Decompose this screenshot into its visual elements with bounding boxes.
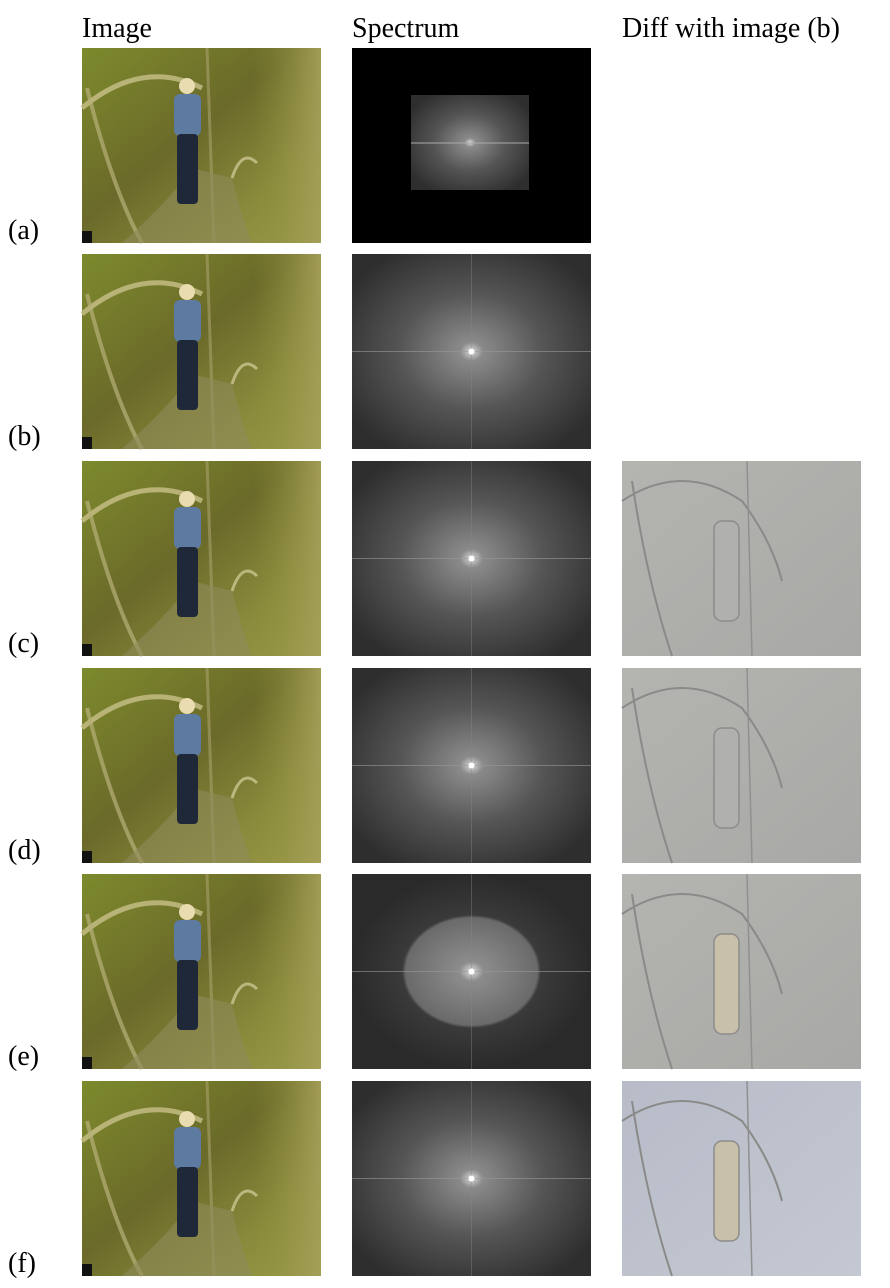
corner (82, 1057, 92, 1069)
diff-figure (714, 934, 739, 1034)
spectrum (352, 668, 591, 863)
row-label: (e) (8, 1041, 39, 1072)
corner (82, 1264, 92, 1276)
person-body (174, 300, 201, 342)
corner (82, 231, 92, 243)
column-header: Image (82, 13, 152, 44)
person-body (174, 94, 201, 136)
person-body (174, 920, 201, 962)
spectrum-peak (469, 763, 475, 769)
diff-figure (714, 728, 739, 828)
figure: Image Spectrum Diff with image (b) (a) (b… (0, 0, 890, 1288)
photo (82, 461, 321, 656)
diff-figure (714, 1141, 739, 1241)
diff (622, 668, 861, 863)
row-label: (d) (8, 835, 41, 866)
row-label: (a) (8, 215, 39, 246)
photo (82, 668, 321, 863)
spectrum-peak (469, 556, 475, 562)
spectrum (352, 48, 591, 243)
corner (82, 437, 92, 449)
tree-trunk (252, 254, 321, 449)
person-head (179, 78, 195, 94)
person-body (174, 507, 201, 549)
tree-trunk (252, 461, 321, 656)
person-body (174, 1127, 201, 1169)
person-head (179, 491, 195, 507)
row-label: (b) (8, 421, 41, 452)
person-head (179, 1111, 195, 1127)
spectrum (352, 874, 591, 1069)
diff (622, 461, 861, 656)
photo (82, 1081, 321, 1276)
spectrum-peak (469, 1176, 475, 1182)
person-legs (177, 547, 198, 617)
spectrum (352, 254, 591, 449)
row-label: (f) (8, 1248, 36, 1279)
column-header: Diff with image (b) (622, 13, 840, 44)
person-legs (177, 754, 198, 824)
diff (622, 874, 861, 1069)
photo (82, 874, 321, 1069)
person-body (174, 714, 201, 756)
tree-trunk (252, 1081, 321, 1276)
diff-field (622, 874, 861, 1069)
tree-trunk (252, 668, 321, 863)
diff (622, 1081, 861, 1276)
diff-field (622, 461, 861, 656)
column-header: Spectrum (352, 13, 460, 44)
person-legs (177, 1167, 198, 1237)
person-legs (177, 134, 198, 204)
person-head (179, 904, 195, 920)
photo (82, 254, 321, 449)
person-head (179, 284, 195, 300)
diff-field (622, 668, 861, 863)
corner (82, 851, 92, 863)
spectrum-peak (469, 349, 475, 355)
row-label: (c) (8, 628, 39, 659)
photo (82, 48, 321, 243)
person-head (179, 698, 195, 714)
corner (82, 644, 92, 656)
diff-figure (714, 521, 739, 621)
person-legs (177, 960, 198, 1030)
spectrum-peak (469, 969, 475, 975)
spectrum (352, 1081, 591, 1276)
spectrum (352, 461, 591, 656)
diff-field (622, 1081, 861, 1276)
tree-trunk (252, 874, 321, 1069)
person-legs (177, 340, 198, 410)
tree-trunk (252, 48, 321, 243)
